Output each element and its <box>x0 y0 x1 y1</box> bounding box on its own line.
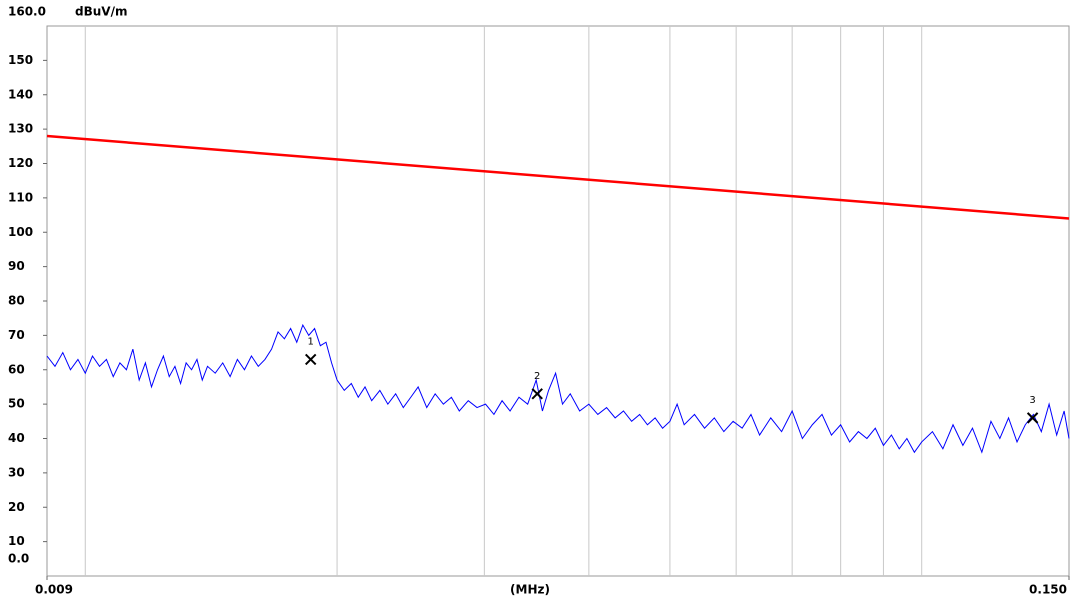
y-tick-label: 60 <box>8 362 25 376</box>
x-tick-label: 0.009 <box>35 583 73 597</box>
x-axis-label: (MHz) <box>510 583 550 597</box>
y-tick-label: 160.0 <box>8 5 46 19</box>
y-tick-label: 50 <box>8 397 25 411</box>
y-tick-label: 80 <box>8 294 25 308</box>
marker <box>1026 412 1039 424</box>
series-line <box>46 323 1070 454</box>
marker-label: 3 <box>1029 395 1035 406</box>
y-tick-label: 30 <box>8 465 25 479</box>
series-line <box>46 134 1070 220</box>
y-tick-label: 110 <box>8 190 33 204</box>
y-tick-label: 140 <box>8 87 33 101</box>
y-tick-label: 40 <box>8 431 25 445</box>
marker-label: 1 <box>308 336 314 347</box>
y-tick-label: 20 <box>8 500 25 514</box>
y-tick-label: 150 <box>8 53 33 67</box>
marker <box>531 388 543 400</box>
y-tick-label: 10 <box>8 534 25 548</box>
y-tick-label: 70 <box>8 328 25 342</box>
y-tick-label: 100 <box>8 225 33 239</box>
marker-label: 2 <box>534 371 540 382</box>
x-tick-label: 0.150 <box>1029 583 1067 597</box>
y-tick-label: 90 <box>8 259 25 273</box>
plot-area <box>46 25 1070 577</box>
y-tick-label: 130 <box>8 122 33 136</box>
y-tick-label: 120 <box>8 156 33 170</box>
y-tick-label: 0.0 <box>8 552 29 566</box>
marker <box>304 353 317 366</box>
y-unit: dBuV/m <box>75 5 127 19</box>
